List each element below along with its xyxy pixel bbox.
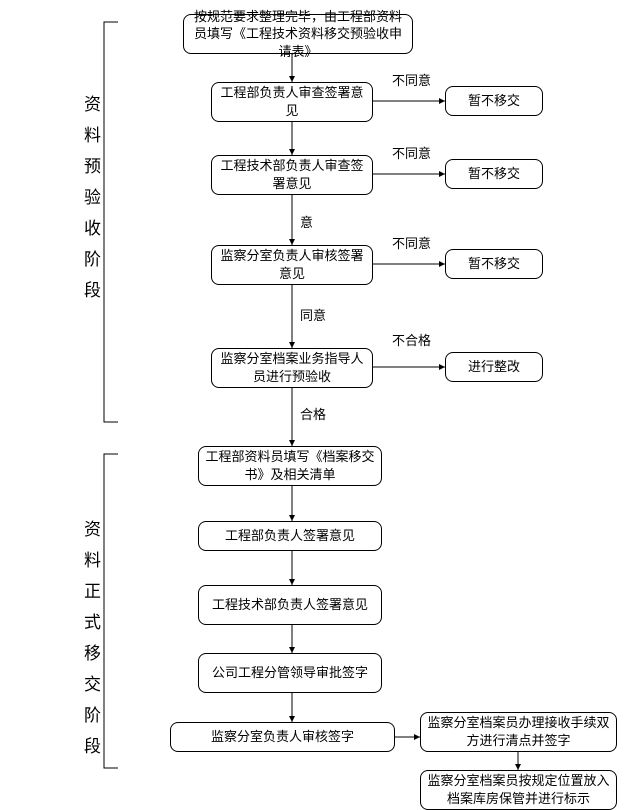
flow-node-n2: 工程部负责人审查签署意见 (211, 82, 373, 122)
flow-node-n6: 工程部资料员填写《档案移交书》及相关清单 (198, 446, 382, 486)
node-text: 按规范要求整理完毕，由工程部资料员填写《工程技术资料移交预验收申请表》 (190, 8, 406, 61)
flow-node-n4r: 暂不移交 (445, 249, 543, 279)
edge-label-l5: 同意 (300, 305, 326, 324)
flow-node-n5r: 进行整改 (445, 352, 543, 382)
flow-node-n12: 监察分室档案员按规定位置放入档案库房保管并进行标示 (420, 770, 617, 810)
phase-label-phase2: 资料正式移交阶段 (78, 520, 103, 768)
edge-label-l4: 不同意 (392, 233, 431, 252)
node-text: 工程技术部负责人签署意见 (212, 596, 368, 614)
flow-node-n1: 按规范要求整理完毕，由工程部资料员填写《工程技术资料移交预验收申请表》 (183, 14, 413, 54)
edge-label-l2: 不同意 (392, 143, 431, 162)
node-text: 暂不移交 (468, 255, 520, 273)
phase-label-phase1: 资料预验收阶段 (78, 95, 103, 312)
flow-node-n3: 工程技术部负责人审查签署意见 (211, 155, 373, 195)
flow-node-n7: 工程部负责人签署意见 (198, 521, 382, 551)
node-text: 工程技术部负责人审查签署意见 (218, 157, 366, 192)
flow-node-n3r: 暂不移交 (445, 159, 543, 189)
flow-node-n11: 监察分室档案员办理接收手续双方进行清点并签字 (420, 712, 617, 752)
edge-label-l3: 意 (300, 212, 313, 231)
flow-node-n4: 监察分室负责人审核签署意见 (211, 245, 373, 285)
edge-label-l7: 合格 (300, 404, 326, 423)
node-text: 暂不移交 (468, 165, 520, 183)
node-text: 进行整改 (468, 358, 520, 376)
node-text: 监察分室档案员按规定位置放入档案库房保管并进行标示 (427, 772, 610, 807)
flow-node-n10: 监察分室负责人审核签字 (170, 722, 395, 752)
node-text: 监察分室档案员办理接收手续双方进行清点并签字 (427, 714, 610, 749)
node-text: 监察分室负责人审核签字 (211, 728, 354, 746)
node-text: 公司工程分管领导审批签字 (212, 664, 368, 682)
node-text: 工程部负责人签署意见 (225, 527, 355, 545)
node-text: 监察分室档案业务指导人员进行预验收 (218, 350, 366, 385)
node-text: 监察分室负责人审核签署意见 (218, 247, 366, 282)
edge-label-l6: 不合格 (392, 330, 431, 349)
node-text: 暂不移交 (468, 92, 520, 110)
flow-node-n8: 工程技术部负责人签署意见 (198, 585, 382, 625)
node-text: 工程部资料员填写《档案移交书》及相关清单 (205, 448, 375, 483)
flow-node-n2r: 暂不移交 (445, 86, 543, 116)
flow-node-n9: 公司工程分管领导审批签字 (198, 653, 382, 693)
node-text: 工程部负责人审查签署意见 (218, 84, 366, 119)
edge-label-l1: 不同意 (392, 70, 431, 89)
flow-node-n5: 监察分室档案业务指导人员进行预验收 (211, 348, 373, 388)
